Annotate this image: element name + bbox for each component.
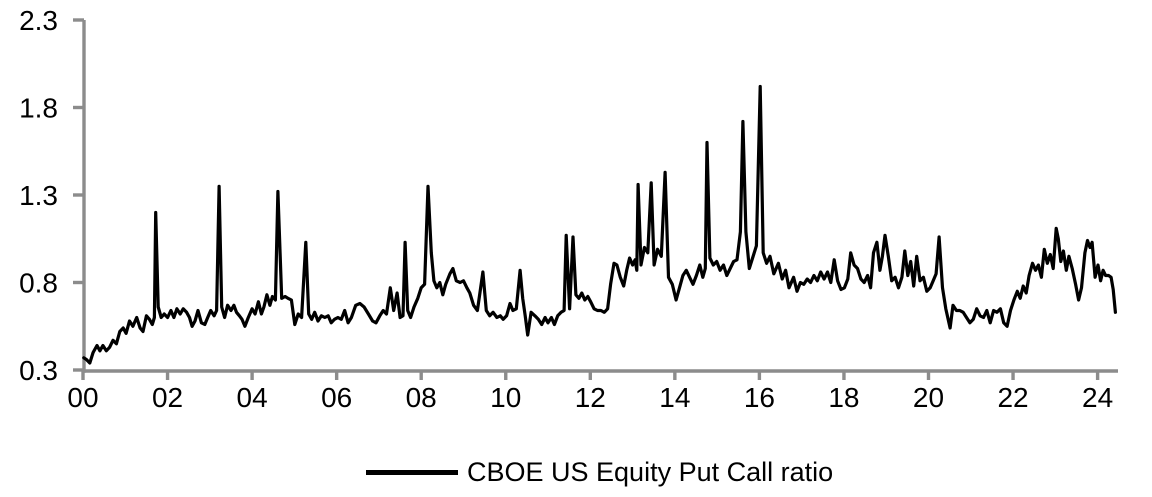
legend: CBOE US Equity Put Call ratio [366,456,833,488]
x-tick-label: 22 [997,382,1028,413]
x-tick-label: 16 [744,382,775,413]
x-tick-label: 18 [828,382,859,413]
x-tick-label: 04 [237,382,268,413]
y-tick-label: 1.8 [19,93,58,124]
series-line-put-call-ratio [82,84,1118,365]
x-tick-label: 10 [490,382,521,413]
x-tick-label: 06 [321,382,352,413]
legend-line-swatch [366,469,458,475]
x-tick-label: 08 [406,382,437,413]
x-tick-label: 24 [1082,382,1113,413]
y-tick-label: 0.3 [19,355,58,386]
y-tick-label: 1.3 [19,180,58,211]
x-tick-label: 20 [913,382,944,413]
x-tick-label: 02 [152,382,183,413]
legend-label: CBOE US Equity Put Call ratio [467,457,834,487]
y-tick-label: 2.3 [19,5,58,36]
x-tick-label: 12 [575,382,606,413]
x-tick-label: 14 [659,382,690,413]
x-tick-label: 00 [67,382,98,413]
y-tick-label: 0.8 [19,268,58,299]
